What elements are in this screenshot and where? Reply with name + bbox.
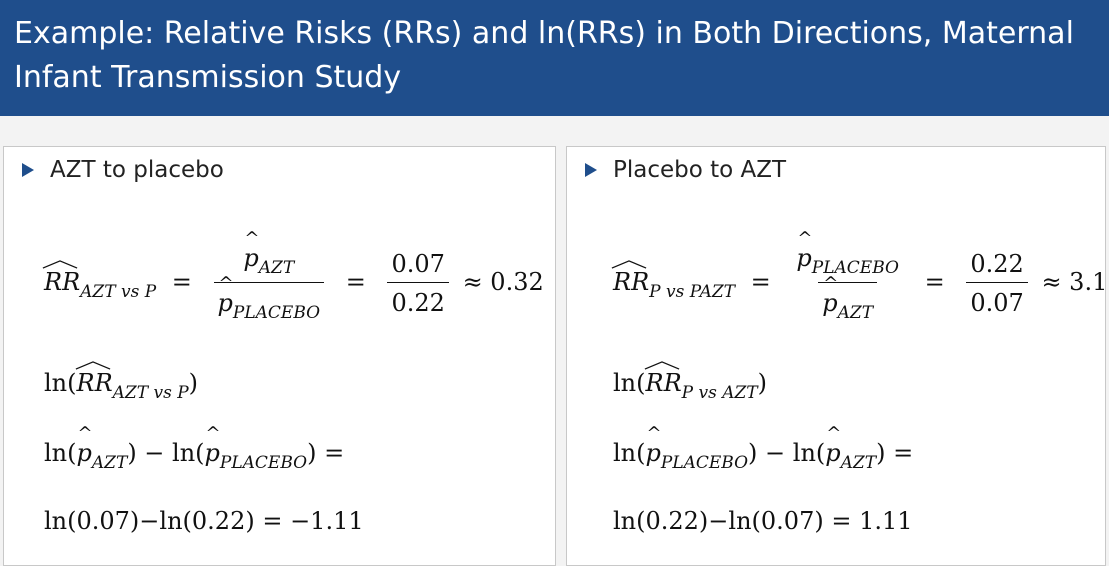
left-final-result: ln(0.07)−ln(0.22) = −1.11 (44, 507, 364, 535)
right-ln-rr: ln( RR P vs AZT) (613, 361, 767, 403)
rr-hat-symbol: RR (42, 260, 80, 296)
wide-hat-icon (611, 260, 647, 269)
left-heading: AZT to placebo (50, 157, 224, 183)
left-rr-equation: RR AZT vs P = pAZT pPLACEBO = 0.07 0.22 … (42, 228, 544, 323)
rr-hat-symbol: RR (611, 260, 649, 296)
triangle-bullet-icon (22, 163, 34, 177)
left-panel: AZT to placebo RR AZT vs P = pAZT pPLACE… (3, 146, 556, 566)
right-final-result: ln(0.22)−ln(0.07) = 1.11 (613, 507, 913, 535)
left-ln-difference: ln(pAZT) − ln(pPLACEBO) = (44, 423, 344, 473)
left-ln-rr: ln( RR AZT vs P) (44, 361, 198, 403)
right-heading: Placebo to AZT (613, 157, 787, 183)
wide-hat-icon (644, 361, 679, 370)
right-panel: Placebo to AZT RR P vs PAZT = pPLACEBO p… (566, 146, 1108, 566)
right-bullet: Placebo to AZT (585, 155, 786, 185)
left-p-fraction: pAZT pPLACEBO (213, 228, 325, 323)
left-bullet: AZT to placebo (22, 155, 224, 185)
right-ln-difference: ln(pPLACEBO) − ln(pAZT) = (613, 423, 913, 473)
slide-header: Example: Relative Risks (RRs) and ln(RRs… (0, 0, 1109, 116)
wide-hat-icon (75, 361, 110, 370)
right-approx-result: ≈ 3.1 (1041, 268, 1108, 296)
right-p-fraction: pPLACEBO pAZT (792, 228, 903, 323)
left-approx-result: ≈ 0.32 (462, 268, 544, 296)
right-value-fraction: 0.22 0.07 (966, 250, 1028, 317)
slide-title: Example: Relative Risks (RRs) and ln(RRs… (14, 16, 1074, 95)
right-rr-equation: RR P vs PAZT = pPLACEBO pAZT = 0.22 0.07… (611, 228, 1108, 323)
left-value-fraction: 0.07 0.22 (387, 250, 449, 317)
wide-hat-icon (42, 260, 78, 269)
triangle-bullet-icon (585, 163, 597, 177)
